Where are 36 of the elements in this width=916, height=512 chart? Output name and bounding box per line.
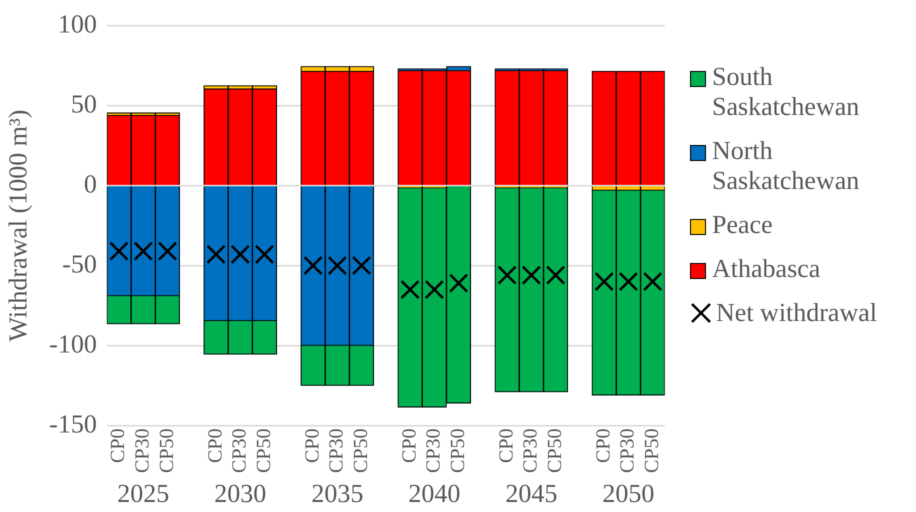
x-tick-label: CP0 bbox=[398, 428, 420, 464]
text: 2035 bbox=[311, 478, 364, 508]
text: 2050 bbox=[602, 478, 654, 508]
x-tick-label: CP0 bbox=[204, 428, 226, 464]
x-tick-label: CP30 bbox=[422, 428, 445, 474]
legend-label: South Saskatchewan bbox=[712, 62, 860, 122]
x-tick-label: CP30 bbox=[228, 428, 251, 474]
text: 2040 bbox=[408, 478, 460, 508]
x-tick-label: CP50 bbox=[350, 428, 372, 474]
x-tick-label: CP30 bbox=[326, 428, 348, 474]
y-tick-label: 0 bbox=[84, 169, 97, 198]
text: 2025 bbox=[117, 478, 170, 508]
y-tick-label: -50 bbox=[62, 249, 97, 278]
x-tick-label: CP50 bbox=[156, 428, 178, 474]
legend-label: Net withdrawal bbox=[716, 298, 878, 328]
x-tick-label: CP30 bbox=[131, 428, 154, 474]
y-tick-label: 50 bbox=[70, 89, 97, 118]
x-tick-label: CP50 bbox=[640, 428, 663, 474]
y-tick-label: 100 bbox=[58, 9, 97, 38]
x-tick-label: CP0 bbox=[592, 428, 614, 464]
x-tick-label: CP30 bbox=[520, 428, 542, 474]
text: 2030 bbox=[214, 478, 266, 508]
legend-label: North Saskatchewan bbox=[712, 136, 860, 196]
text: 2045 bbox=[505, 478, 558, 508]
y-axis-title: Withdrawal (1000 m³) bbox=[3, 110, 32, 342]
y-tick-label: -100 bbox=[49, 329, 97, 358]
x-tick-label: CP50 bbox=[252, 428, 275, 474]
legend-label: Peace bbox=[712, 210, 773, 240]
x-tick-label: CP50 bbox=[446, 428, 469, 474]
x-tick-label: CP30 bbox=[616, 428, 639, 474]
x-tick-label: CP50 bbox=[544, 428, 566, 474]
y-tick-label: -150 bbox=[49, 409, 97, 438]
x-tick-label: CP0 bbox=[301, 428, 324, 464]
x-tick-label: CP0 bbox=[107, 428, 130, 464]
x-tick-label: CP0 bbox=[495, 428, 518, 464]
legend-label: Athabasca bbox=[712, 254, 820, 284]
